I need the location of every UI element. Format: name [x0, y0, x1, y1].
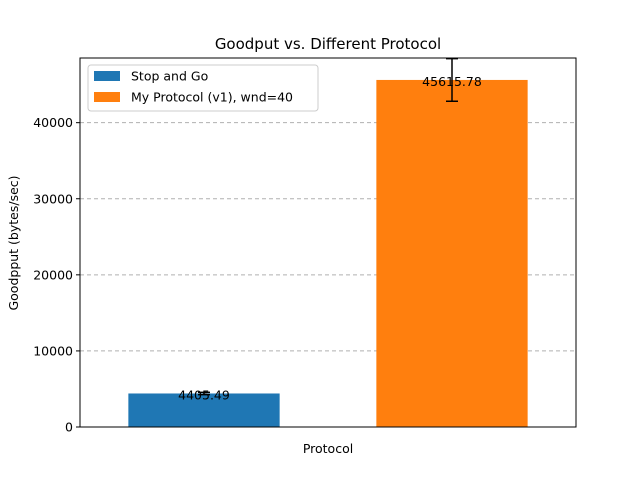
legend-swatch: [94, 92, 120, 102]
y-tick-label: 0: [65, 420, 73, 435]
legend: Stop and Go My Protocol (v1), wnd=40: [87, 64, 319, 112]
y-tick-label: 40000: [33, 115, 73, 130]
x-axis-label: Protocol: [303, 441, 353, 456]
chart-title: Goodput vs. Different Protocol: [215, 35, 441, 53]
bar: [376, 79, 528, 428]
error-bars: [198, 57, 458, 396]
y-axis-ticks: 0 10000 20000 30000 40000: [33, 115, 80, 435]
data-label: 4405.49: [178, 387, 230, 402]
legend-box: [87, 64, 319, 112]
bars: [128, 79, 528, 428]
legend-label: My Protocol (v1), wnd=40: [131, 90, 293, 105]
y-axis-label: Goodpput (bytes/sec): [6, 175, 21, 310]
legend-swatch: [94, 71, 120, 81]
y-tick-label: 20000: [33, 267, 73, 282]
legend-label: Stop and Go: [131, 69, 208, 84]
data-label: 45615.78: [422, 74, 482, 89]
y-tick-label: 30000: [33, 191, 73, 206]
data-labels: 4405.49 45615.78: [178, 74, 482, 403]
bar: [128, 393, 280, 427]
plot-frame: [79, 57, 577, 428]
y-tick-label: 10000: [33, 343, 73, 358]
